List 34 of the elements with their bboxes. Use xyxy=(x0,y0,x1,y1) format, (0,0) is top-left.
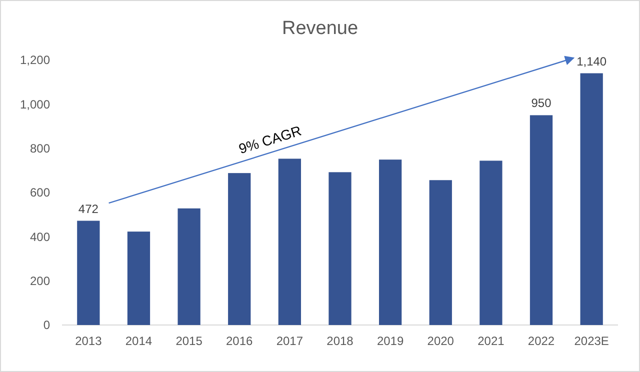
bar xyxy=(127,232,150,325)
y-tick-label: 800 xyxy=(30,142,50,156)
y-tick-label: 400 xyxy=(30,230,50,244)
x-tick-label: 2022 xyxy=(528,334,555,348)
x-tick-label: 2015 xyxy=(176,334,203,348)
bar xyxy=(77,220,100,325)
annotation: 9% CAGR xyxy=(236,122,304,157)
y-tick-label: 200 xyxy=(30,274,50,288)
bar xyxy=(228,173,251,325)
y-tick-label: 1,000 xyxy=(20,97,50,112)
bar xyxy=(580,73,603,325)
x-tick-label: 2023E xyxy=(574,334,609,348)
x-tick-label: 2018 xyxy=(326,334,354,348)
data-label: 950 xyxy=(531,96,552,110)
bar xyxy=(378,160,402,325)
bar xyxy=(480,160,502,325)
data-label: 472 xyxy=(78,202,99,216)
x-tick-label: 2021 xyxy=(478,334,505,348)
bar xyxy=(178,208,200,325)
x-tick-label: 2016 xyxy=(226,334,254,348)
bar xyxy=(530,115,553,325)
x-tick-label: 2014 xyxy=(125,334,152,348)
y-tick-label: 1,200 xyxy=(20,53,50,68)
x-tick-label: 2013 xyxy=(75,334,102,348)
x-tick-label: 2017 xyxy=(276,334,304,348)
y-tick-label: 600 xyxy=(30,186,50,200)
y-tick-label: 0 xyxy=(43,318,50,332)
bar xyxy=(429,180,452,325)
bar xyxy=(328,172,352,325)
bar xyxy=(278,158,302,325)
x-tick-label: 2019 xyxy=(376,334,404,348)
data-label: 1,140 xyxy=(576,54,607,68)
x-tick-label: 2020 xyxy=(427,334,454,348)
chart-title: Revenue xyxy=(282,18,358,39)
